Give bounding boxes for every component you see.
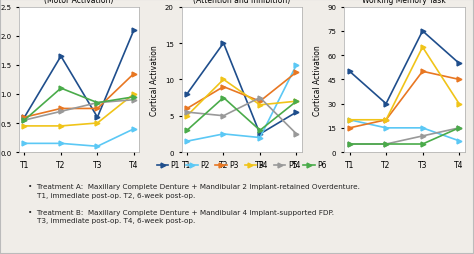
Text: •  Treatment A:  Maxillary Complete Denture + Mandibular 2 Implant-retained Over: • Treatment A: Maxillary Complete Dentur… bbox=[28, 184, 360, 224]
Legend: P1, P2, P3, P4, P5, P6: P1, P2, P3, P4, P5, P6 bbox=[154, 158, 330, 173]
Title: Working Memory Task: Working Memory Task bbox=[363, 0, 446, 6]
Y-axis label: Cortical Activation: Cortical Activation bbox=[150, 45, 159, 115]
Title: Jaw Clenching Task
(Motor Activation): Jaw Clenching Task (Motor Activation) bbox=[43, 0, 116, 6]
Y-axis label: Cortical Activation: Cortical Activation bbox=[313, 45, 322, 115]
Title: Go - NoGo Task
(Attention and Inhibition): Go - NoGo Task (Attention and Inhibition… bbox=[193, 0, 291, 6]
